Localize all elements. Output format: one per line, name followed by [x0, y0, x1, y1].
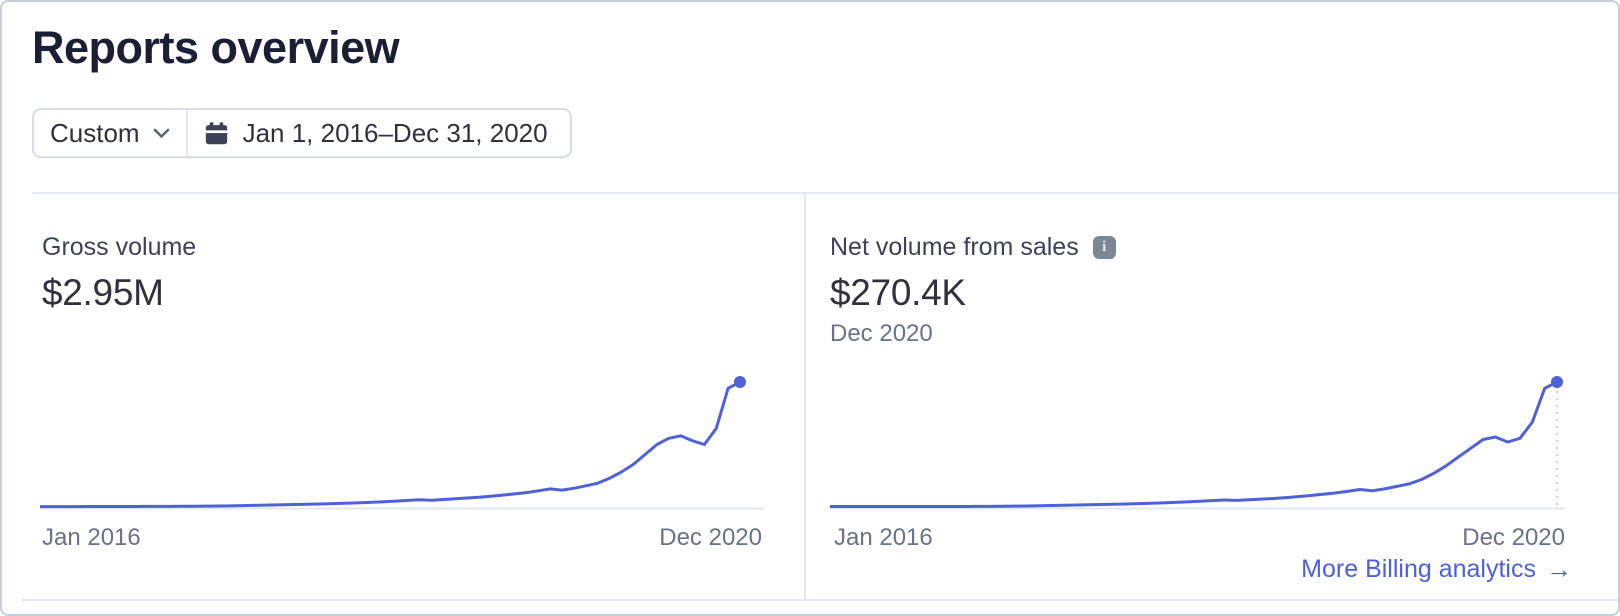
- metric-label: Net volume from sales i: [830, 233, 1116, 262]
- x-axis-label-left: Jan 2016: [834, 524, 933, 551]
- range-preset-dropdown[interactable]: Custom: [34, 110, 188, 156]
- info-icon[interactable]: i: [1092, 236, 1116, 259]
- arrow-right-icon: →: [1546, 554, 1572, 584]
- metric-subtitle: Dec 2020: [830, 320, 933, 347]
- x-axis-labels: Jan 2016 Dec 2020: [42, 524, 762, 552]
- card-divider: [804, 194, 806, 600]
- x-axis-labels: Jan 2016 Dec 2020: [834, 524, 1565, 552]
- page-title: Reports overview: [32, 22, 400, 73]
- date-range-button[interactable]: Jan 1, 2016–Dec 31, 2020: [187, 110, 570, 156]
- metric-value: $270.4K: [830, 272, 966, 313]
- more-billing-analytics-link[interactable]: More Billing analytics →: [1301, 554, 1572, 584]
- date-range-label: Jan 1, 2016–Dec 31, 2020: [242, 117, 548, 148]
- gross-volume-card: Gross volume $2.95M Jan 2016 Dec 2020: [2, 194, 804, 600]
- top-divider: [32, 192, 1618, 194]
- metric-label: Gross volume: [42, 233, 197, 261]
- calendar-icon: [205, 121, 227, 144]
- range-preset-label: Custom: [50, 117, 140, 148]
- date-range-control: Custom Jan 1, 2016–Dec 31, 2020: [32, 108, 572, 158]
- chevron-down-icon: [153, 128, 169, 138]
- metric-value: $2.95M: [42, 272, 164, 313]
- net-volume-chart[interactable]: [830, 370, 1565, 510]
- x-axis-label-right: Dec 2020: [659, 524, 762, 551]
- net-volume-card: Net volume from sales i $270.4K Dec 2020…: [806, 194, 1618, 600]
- x-axis-label-right: Dec 2020: [1462, 524, 1565, 551]
- x-axis-label-left: Jan 2016: [42, 524, 141, 551]
- bottom-divider: [22, 599, 1618, 601]
- gross-volume-chart[interactable]: [40, 370, 764, 510]
